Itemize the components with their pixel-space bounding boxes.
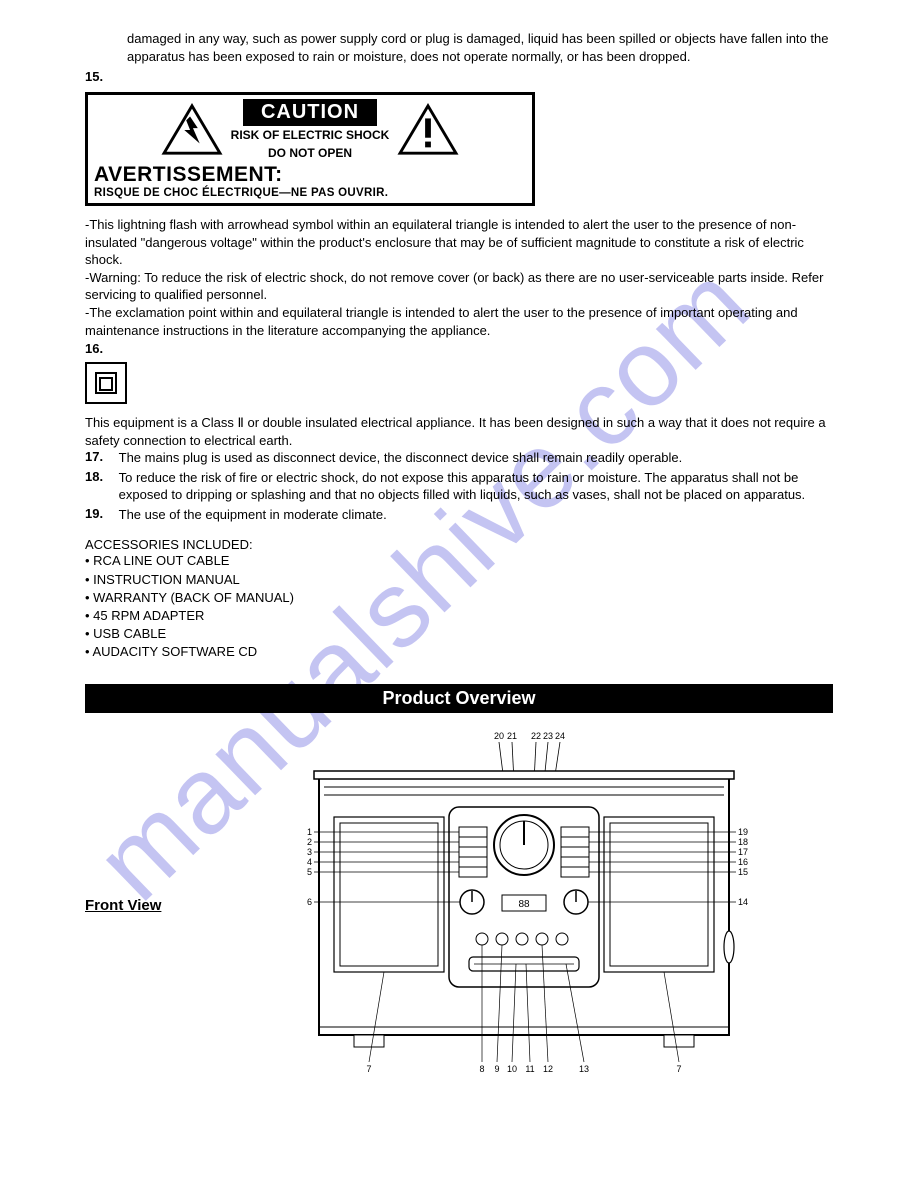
callout-21: 21	[507, 731, 517, 741]
callout-22: 22	[531, 731, 541, 741]
front-view-diagram: 20 21 22 23 24	[254, 727, 784, 1080]
class2-text: This equipment is a Class Ⅱ or double in…	[85, 414, 833, 449]
acc-item: • AUDACITY SOFTWARE CD	[85, 643, 833, 661]
item-19: 19. The use of the equipment in moderate…	[85, 506, 833, 524]
svg-text:2: 2	[307, 837, 312, 847]
svg-text:10: 10	[507, 1064, 517, 1074]
item-15: 15.	[85, 69, 833, 84]
svg-text:88: 88	[518, 899, 530, 910]
callout-24: 24	[555, 731, 565, 741]
avertissement-block: AVERTISSEMENT: RISQUE DE CHOC ÉLECTRIQUE…	[88, 163, 532, 203]
svg-text:1: 1	[307, 827, 312, 837]
item-18: 18. To reduce the risk of fire or electr…	[85, 469, 833, 504]
item-19-text: The use of the equipment in moderate cli…	[119, 506, 833, 524]
callout-20: 20	[494, 731, 504, 741]
accessories-list: • RCA LINE OUT CABLE • INSTRUCTION MANUA…	[85, 552, 833, 661]
svg-text:15: 15	[738, 867, 748, 877]
intro-damaged-text: damaged in any way, such as power supply…	[127, 30, 833, 65]
warning-explain: -Warning: To reduce the risk of electric…	[85, 269, 833, 304]
item-16: 16.	[85, 341, 833, 356]
lightning-triangle-icon	[161, 103, 223, 157]
acc-item: • INSTRUCTION MANUAL	[85, 571, 833, 589]
class2-symbol-box	[85, 362, 127, 404]
svg-text:9: 9	[494, 1064, 499, 1074]
acc-item: • RCA LINE OUT CABLE	[85, 552, 833, 570]
avert-sub: RISQUE DE CHOC ÉLECTRIQUE—NE PAS OUVRIR.	[94, 187, 526, 199]
acc-item: • USB CABLE	[85, 625, 833, 643]
svg-text:7: 7	[366, 1064, 371, 1074]
svg-text:13: 13	[579, 1064, 589, 1074]
svg-text:5: 5	[307, 867, 312, 877]
svg-text:6: 6	[307, 897, 312, 907]
svg-text:18: 18	[738, 837, 748, 847]
svg-text:14: 14	[738, 897, 748, 907]
acc-item: • 45 RPM ADAPTER	[85, 607, 833, 625]
avert-title: AVERTISSEMENT:	[94, 163, 526, 187]
item-17-text: The mains plug is used as disconnect dev…	[119, 449, 833, 467]
caution-top-row: CAUTION RISK OF ELECTRIC SHOCK DO NOT OP…	[88, 95, 532, 163]
svg-text:7: 7	[676, 1064, 681, 1074]
page: damaged in any way, such as power supply…	[0, 0, 918, 1100]
svg-text:12: 12	[543, 1064, 553, 1074]
acc-item: • WARRANTY (BACK OF MANUAL)	[85, 589, 833, 607]
svg-text:11: 11	[525, 1064, 534, 1074]
caution-title: CAUTION	[243, 99, 377, 126]
svg-text:3: 3	[307, 847, 312, 857]
svg-text:19: 19	[738, 827, 748, 837]
item-18-number: 18.	[85, 469, 115, 484]
item-17-number: 17.	[85, 449, 115, 464]
svg-text:17: 17	[738, 847, 748, 857]
item-19-number: 19.	[85, 506, 115, 521]
svg-text:8: 8	[479, 1064, 484, 1074]
svg-text:16: 16	[738, 857, 748, 867]
front-view-label: Front View	[85, 897, 205, 914]
lightning-explain: -This lightning flash with arrowhead sym…	[85, 216, 833, 269]
accessories-heading: ACCESSORIES INCLUDED:	[85, 537, 833, 552]
item-15-number: 15.	[85, 69, 103, 84]
exclamation-triangle-icon	[397, 103, 459, 157]
caution-center: CAUTION RISK OF ELECTRIC SHOCK DO NOT OP…	[231, 99, 390, 161]
product-overview-bar: Product Overview	[85, 684, 833, 713]
item-17: 17. The mains plug is used as disconnect…	[85, 449, 833, 467]
item-18-text: To reduce the risk of fire or electric s…	[119, 469, 833, 504]
svg-text:4: 4	[307, 857, 312, 867]
caution-box: CAUTION RISK OF ELECTRIC SHOCK DO NOT OP…	[85, 92, 535, 206]
product-diagram-svg: 20 21 22 23 24	[254, 727, 784, 1077]
caution-sub1: RISK OF ELECTRIC SHOCK	[231, 128, 390, 144]
class2-double-square-icon	[95, 372, 117, 394]
exclamation-explain: -The exclamation point within and equila…	[85, 304, 833, 339]
caution-sub2: DO NOT OPEN	[231, 146, 390, 162]
product-area: Front View 20 21 22 23 24	[85, 727, 833, 1080]
item-16-number: 16.	[85, 341, 103, 356]
callout-23: 23	[543, 731, 553, 741]
